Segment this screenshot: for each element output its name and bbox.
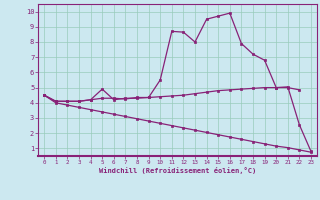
X-axis label: Windchill (Refroidissement éolien,°C): Windchill (Refroidissement éolien,°C) (99, 167, 256, 174)
